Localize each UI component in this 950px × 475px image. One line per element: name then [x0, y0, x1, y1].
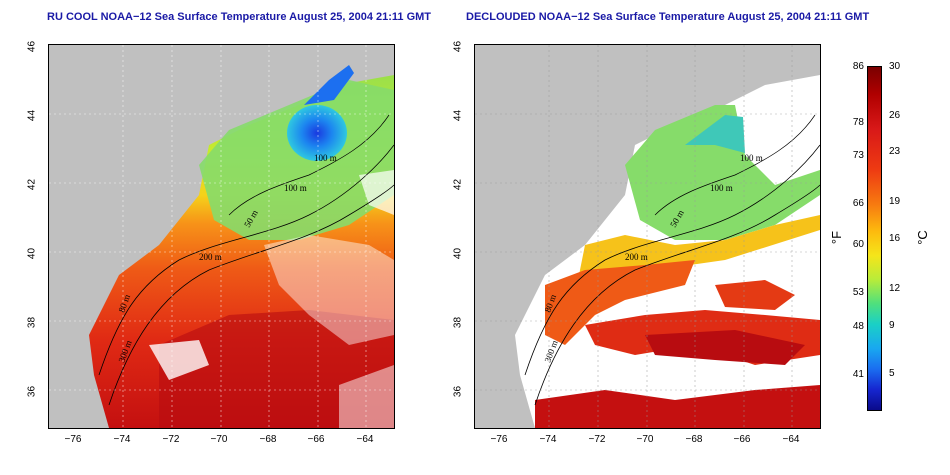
colorbar-celsius-label: 16	[889, 233, 901, 244]
colorbar-fahrenheit-label: 86	[852, 61, 864, 72]
fahrenheit-unit-label: °F	[829, 230, 845, 245]
contour-label-100m: 100 m	[314, 153, 337, 163]
colorbar-fahrenheit-label: 48	[852, 321, 864, 332]
colorbar-celsius-label: 5	[889, 368, 895, 379]
left-map-title: RU COOL NOAA−12 Sea Surface Temperature …	[47, 11, 432, 23]
x-tick-label: −68	[259, 434, 277, 445]
x-tick-label: −68	[685, 434, 703, 445]
cool-shelf-water	[199, 80, 394, 240]
colorbar-celsius-label: 9	[889, 320, 895, 331]
right-sst-map: 100 m 100 m 50 m 200 m 80 m 300 m	[474, 44, 821, 429]
colorbar-fahrenheit-label: 41	[852, 369, 864, 380]
colorbar-fahrenheit-label: 73	[852, 150, 864, 161]
x-tick-label: −72	[588, 434, 606, 445]
y-tick-label: 36	[452, 385, 464, 398]
contour-label-100m: 100 m	[710, 183, 733, 193]
x-tick-label: −64	[782, 434, 800, 445]
right-map-title: DECLOUDED NOAA−12 Sea Surface Temperatur…	[466, 11, 870, 23]
right-map-canvas: 100 m 100 m 50 m 200 m 80 m 300 m	[475, 45, 820, 428]
left-map-canvas: 100 m 100 m 50 m 200 m 80 m 300 m	[49, 45, 394, 428]
colorbar-fahrenheit-label: 53	[852, 287, 864, 298]
x-tick-label: −70	[636, 434, 654, 445]
colorbar-celsius-label: 30	[889, 61, 901, 72]
depth-contour	[98, 144, 394, 376]
cloud-patch	[264, 235, 394, 345]
y-tick-label: 38	[26, 316, 38, 329]
x-tick-label: −74	[539, 434, 557, 445]
y-tick-label: 46	[452, 40, 464, 53]
contour-label-100m: 100 m	[740, 153, 763, 163]
y-tick-label: 40	[26, 247, 38, 260]
x-tick-label: −76	[64, 434, 82, 445]
warm-water-patch	[545, 260, 695, 345]
y-tick-label: 42	[452, 178, 464, 191]
y-tick-label: 46	[26, 40, 38, 53]
contour-label-200m: 200 m	[625, 252, 648, 262]
x-tick-label: −64	[356, 434, 374, 445]
y-tick-label: 44	[452, 109, 464, 122]
shelf-water	[625, 105, 820, 240]
colorbar-celsius-label: 23	[889, 146, 901, 157]
colorbar-fahrenheit-label: 66	[852, 198, 864, 209]
colorbar-celsius-label: 26	[889, 110, 901, 121]
x-tick-label: −72	[162, 434, 180, 445]
colorbar-fahrenheit-label: 78	[852, 117, 864, 128]
x-tick-label: −66	[307, 434, 325, 445]
cold-water-pocket	[287, 105, 347, 161]
y-tick-label: 42	[26, 178, 38, 191]
x-tick-label: −66	[733, 434, 751, 445]
x-tick-label: −74	[113, 434, 131, 445]
depth-contour	[524, 144, 820, 376]
left-sst-map: 100 m 100 m 50 m 200 m 80 m 300 m	[48, 44, 395, 429]
y-tick-label: 36	[26, 385, 38, 398]
contour-label-100m: 100 m	[284, 183, 307, 193]
x-tick-label: −76	[490, 434, 508, 445]
colorbar-celsius-label: 12	[889, 283, 901, 294]
x-tick-label: −70	[210, 434, 228, 445]
warm-core	[159, 310, 394, 428]
colorbar-celsius-label: 19	[889, 196, 901, 207]
y-tick-label: 38	[452, 316, 464, 329]
temperature-colorbar	[867, 66, 882, 411]
contour-label-200m: 200 m	[199, 252, 222, 262]
y-tick-label: 44	[26, 109, 38, 122]
celsius-unit-label: °C	[914, 230, 930, 245]
colorbar-fahrenheit-label: 60	[852, 239, 864, 250]
y-tick-label: 40	[452, 247, 464, 260]
